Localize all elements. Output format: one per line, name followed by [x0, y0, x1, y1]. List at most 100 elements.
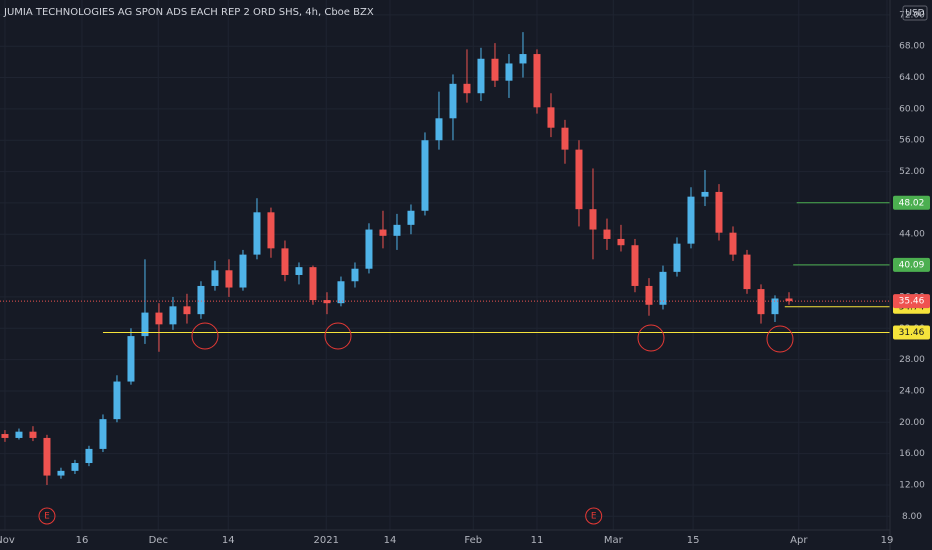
- axes: 8.0012.0016.0020.0024.0028.0032.0036.004…: [0, 10, 930, 546]
- x-tick-label: Nov: [0, 535, 15, 546]
- y-tick-label: 56.00: [899, 136, 925, 146]
- candle-body: [85, 448, 93, 464]
- candle-body: [435, 118, 443, 141]
- candle-body: [323, 300, 331, 304]
- price-label-box: [893, 294, 930, 309]
- candle-body: [659, 271, 667, 305]
- candle-body: [505, 63, 513, 81]
- x-tick-label: 11: [531, 535, 544, 546]
- price-label: 48.02: [893, 195, 930, 210]
- circle: [191, 322, 219, 350]
- price-label-text: 40.09: [899, 260, 925, 270]
- candle-body: [715, 191, 723, 233]
- price-label-box: [893, 325, 930, 340]
- candle-body: [1, 434, 9, 438]
- plot-area: [0, 32, 890, 485]
- candle-body: [141, 312, 149, 337]
- candle-body: [99, 419, 107, 449]
- x-tick-label: 14: [384, 535, 397, 546]
- candle-body: [729, 232, 737, 255]
- candle-body: [743, 254, 751, 290]
- currency[interactable]: USD: [905, 9, 924, 19]
- x-tick-label: Dec: [149, 535, 168, 546]
- candle-body: [393, 224, 401, 236]
- price-label: 40.09: [893, 257, 930, 272]
- price-label-box: [893, 257, 930, 272]
- event-label: E: [44, 512, 50, 522]
- candle-body: [757, 289, 765, 315]
- candle-body: [225, 270, 233, 288]
- candle-body: [519, 54, 527, 64]
- candle-body: [463, 83, 471, 94]
- y-tick-label: 64.00: [899, 73, 925, 83]
- candle-body: [169, 306, 177, 325]
- candle-body: [239, 254, 247, 288]
- candle-body: [127, 336, 135, 382]
- candle-body: [533, 54, 541, 108]
- candle-body: [547, 107, 555, 128]
- candle-body: [477, 58, 485, 94]
- event-label: E: [591, 512, 597, 522]
- y-tick-label: 60.00: [899, 104, 925, 114]
- candle-body: [183, 306, 191, 315]
- x-tick-label: Mar: [604, 535, 624, 546]
- candle-body: [365, 229, 373, 269]
- y-tick-label: 28.00: [899, 355, 925, 365]
- event-marker: [38, 507, 56, 525]
- candle-body: [295, 267, 303, 275]
- y-tick-label: 16.00: [899, 449, 925, 459]
- candle-body: [57, 470, 65, 476]
- x-tick-label: Feb: [464, 535, 482, 546]
- candle-body: [309, 267, 317, 301]
- candle-body: [603, 229, 611, 239]
- y-tick-label: 12.00: [899, 480, 925, 490]
- y-tick-label: 44.00: [899, 230, 925, 240]
- price-label-text: 35.46: [899, 297, 925, 307]
- candle-body: [211, 270, 219, 286]
- event-marker: [585, 507, 603, 525]
- x-tick-label: Apr: [790, 535, 808, 546]
- candle-body: [449, 83, 457, 119]
- price-label-text: 48.02: [899, 198, 925, 208]
- y-tick-label: 24.00: [899, 386, 925, 396]
- price-label: 35.46: [893, 294, 930, 309]
- candle-body: [155, 312, 163, 325]
- candle-body: [253, 212, 261, 255]
- candle-body: [407, 210, 415, 225]
- circle: [324, 322, 352, 350]
- y-tick-label: 8.00: [902, 512, 922, 522]
- price-label: 31.46: [893, 325, 930, 340]
- grid: [0, 0, 890, 530]
- candle-body: [15, 431, 23, 438]
- currency-box[interactable]: [902, 5, 928, 21]
- candle-body: [491, 58, 499, 81]
- candle-body: [561, 127, 569, 150]
- candle-body: [379, 229, 387, 236]
- candle-body: [281, 248, 289, 275]
- candle-body: [43, 437, 51, 476]
- candle-body: [197, 285, 205, 315]
- candle-body: [673, 243, 681, 272]
- x-tick-label: 16: [76, 535, 89, 546]
- y-tick-label: 20.00: [899, 418, 925, 428]
- price-label-box: [893, 195, 930, 210]
- y-tick-label: 68.00: [899, 42, 925, 52]
- candle-body: [29, 431, 37, 438]
- candle-body: [785, 298, 793, 302]
- chart-title: JUMIA TECHNOLOGIES AG SPON ADS EACH REP …: [3, 7, 374, 18]
- x-tick-label: 15: [687, 535, 700, 546]
- circle: [766, 325, 794, 353]
- candle-body: [71, 463, 79, 471]
- candle-body: [631, 245, 639, 286]
- x-tick-label: 19: [881, 535, 894, 546]
- candle-body: [421, 140, 429, 211]
- y-tick-label: 52.00: [899, 167, 925, 177]
- candle-body: [701, 191, 709, 197]
- candle-body: [617, 238, 625, 246]
- annotation-circles: [191, 322, 794, 353]
- candle-body: [337, 281, 345, 304]
- candle-body: [267, 212, 275, 249]
- candle-body: [575, 149, 583, 210]
